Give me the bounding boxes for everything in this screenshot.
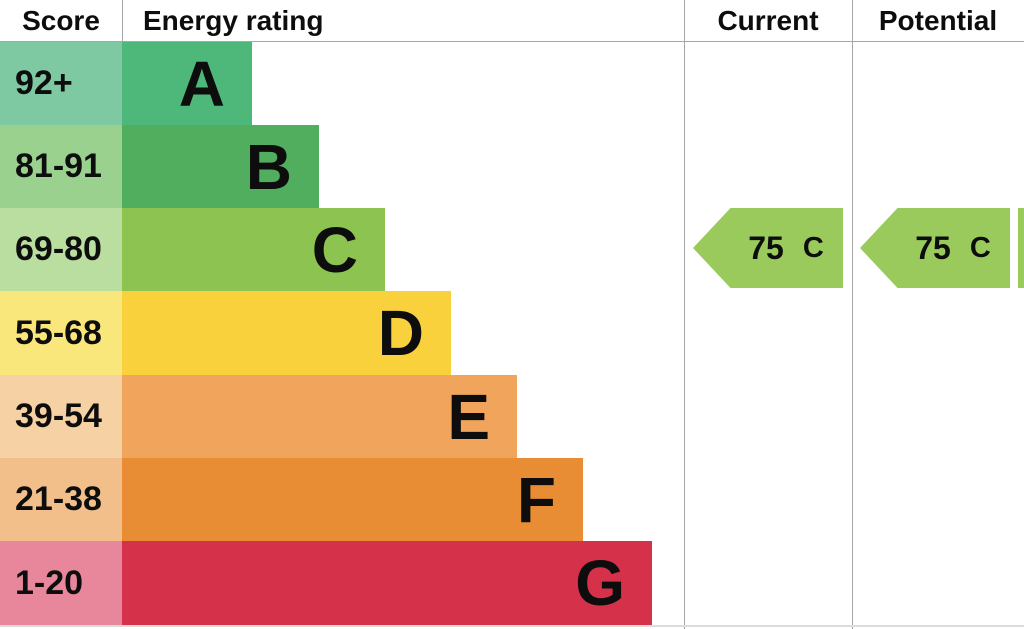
current-column-divider: [684, 0, 685, 629]
band-c-score-range: 69-80: [0, 208, 122, 291]
header-underline: [0, 41, 1024, 42]
band-g-bar: G: [122, 541, 652, 625]
potential-column-header: Potential: [878, 4, 998, 36]
potential-arrow-clipped-fragment: [1018, 208, 1024, 288]
band-row-g: 1-20 G: [0, 541, 652, 625]
band-a-bar: A: [122, 42, 252, 125]
band-e-bar: E: [122, 375, 517, 458]
band-row-f: 21-38 F: [0, 458, 583, 541]
band-c-bar: C: [122, 208, 385, 291]
band-b-score-range: 81-91: [0, 125, 122, 208]
band-row-e: 39-54 E: [0, 375, 517, 458]
band-row-c: 69-80 C: [0, 208, 385, 291]
current-column-header: Current: [717, 4, 819, 36]
band-g-score-range: 1-20: [0, 541, 122, 625]
band-row-b: 81-91 B: [0, 125, 319, 208]
potential-rating-arrow: 75 C: [860, 208, 1010, 288]
current-rating-band: C: [802, 231, 824, 264]
band-f-score-range: 21-38: [0, 458, 122, 541]
band-d-bar: D: [122, 291, 451, 375]
score-column-header: Score: [22, 4, 100, 36]
band-d-score-range: 55-68: [0, 291, 122, 375]
potential-rating-score: 75: [915, 229, 951, 266]
current-rating-score: 75: [748, 229, 784, 266]
band-e-score-range: 39-54: [0, 375, 122, 458]
chart-bottom-border: [0, 625, 1024, 627]
band-a-score-range: 92+: [0, 42, 122, 125]
band-b-bar: B: [122, 125, 319, 208]
current-rating-arrow: 75 C: [693, 208, 843, 288]
band-row-d: 55-68 D: [0, 291, 451, 375]
band-f-bar: F: [122, 458, 583, 541]
score-column-divider: [122, 0, 123, 41]
potential-column-divider: [852, 0, 853, 629]
potential-rating-band: C: [969, 231, 991, 264]
band-row-a: 92+ A: [0, 42, 252, 125]
energy-rating-column-header: Energy rating: [143, 4, 324, 36]
